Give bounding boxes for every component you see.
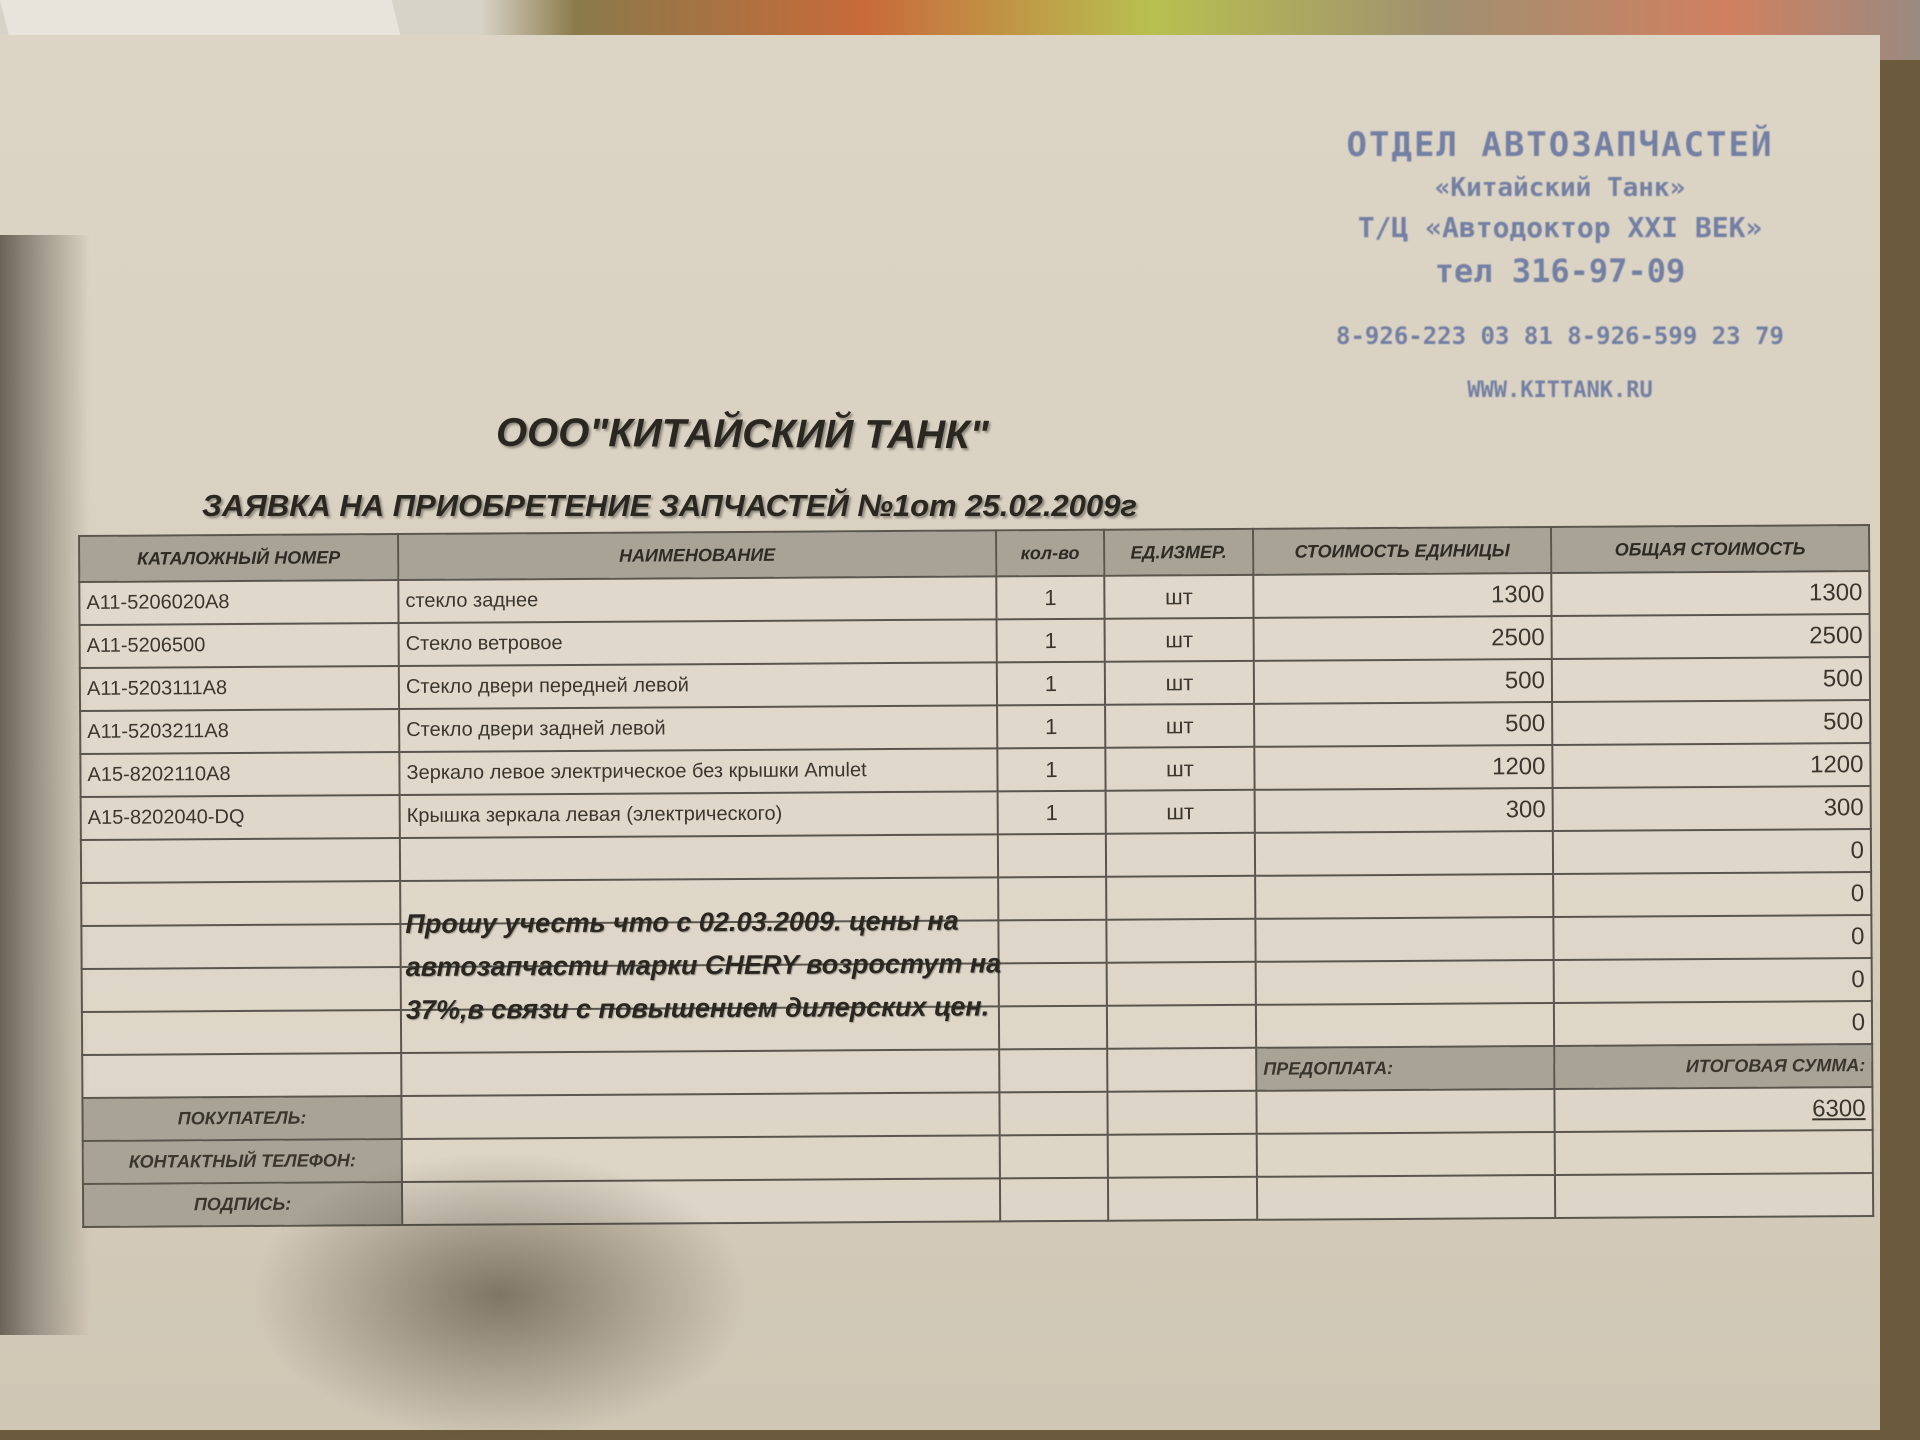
row-unit: шт (1105, 746, 1255, 791)
row-quantity: 1 (997, 747, 1106, 792)
row-total: 0 (1553, 872, 1872, 917)
price-increase-note: Прошу учесть что с 02.03.2009. цены на а… (405, 898, 1146, 1032)
row-name: стекло заднее (398, 576, 997, 624)
row-total: 1200 (1552, 743, 1871, 788)
buyer-label: ПОКУПАТЕЛЬ: (82, 1096, 402, 1141)
row-part-number: A15-8202040-DQ (80, 795, 400, 840)
stamp-line: 8-926-223 03 81 8-926-599 23 79 (1336, 322, 1784, 350)
row-name: Зеркало левое электрическое без крышки A… (399, 748, 998, 796)
stamp-line: тел 316-97-09 (1434, 252, 1686, 290)
row-unit: шт (1104, 617, 1254, 662)
row-quantity: 1 (997, 790, 1106, 835)
row-unit-price: 1200 (1254, 744, 1553, 790)
stamp-line: WWW.KITTANK.RU (1467, 378, 1653, 403)
header-unit: ЕД.ИЗМЕР. (1103, 528, 1254, 576)
grand-total-value: 6300 (1554, 1087, 1873, 1132)
paper-edge-shadow (0, 235, 90, 1335)
header-unit-price: СТОИМОСТЬ ЕДИНИЦЫ (1252, 527, 1552, 575)
row-name: Крышка зеркала левая (электрического) (399, 791, 998, 839)
row-unit-price: 500 (1253, 658, 1553, 704)
prepayment-label: ПРЕДОПЛАТА: (1256, 1045, 1555, 1091)
row-total: 500 (1552, 700, 1871, 745)
row-part-number: A11-5203211A8 (80, 709, 400, 754)
row-part-number: A11-5203111A8 (79, 666, 400, 711)
row-part-number: A11-5206500 (79, 623, 399, 668)
row-unit-price: 2500 (1253, 616, 1552, 661)
row-unit: шт (1105, 789, 1255, 834)
note-line: 37%,в связи с повышением дилерских цен. (405, 991, 990, 1026)
row-unit-price: 300 (1254, 787, 1553, 833)
row-total: 300 (1552, 786, 1871, 831)
header-part-number: КАТАЛОЖНЫЙ НОМЕР (79, 534, 399, 582)
header-total: ОБЩАЯ СТОИМОСТЬ (1550, 525, 1870, 574)
stamp-line: Т/Ц «Автодоктор XXI ВЕК» (1357, 211, 1763, 244)
document-subtitle: ЗАЯВКА НА ПРИОБРЕТЕНИЕ ЗАПЧАСТЕЙ №1от 25… (202, 488, 1137, 523)
row-unit-price: 500 (1254, 701, 1553, 747)
note-line: автозапчасти марки CHERY возростут на (405, 948, 1002, 983)
note-line: Прошу учесть что с 02.03.2009. цены на (405, 905, 959, 940)
row-total: 0 (1553, 1001, 1873, 1046)
row-part-number: A15-8202110A8 (80, 752, 400, 797)
row-name: Стекло двери передней левой (398, 662, 998, 710)
row-quantity: 1 (996, 618, 1105, 663)
order-table: КАТАЛОЖНЫЙ НОМЕР НАИМЕНОВАНИЕ кол-во ЕД.… (78, 524, 1875, 1228)
company-title: ООО"КИТАЙСКИЙ ТАНК" (495, 410, 989, 458)
row-quantity: 1 (996, 661, 1106, 706)
row-quantity: 1 (996, 575, 1105, 620)
hand-shadow (250, 1150, 750, 1440)
row-name: Стекло двери задней левой (399, 705, 998, 753)
company-stamp: ОТДЕЛ АВТОЗАПЧАСТЕЙ «Китайский Танк» Т/Ц… (1300, 125, 1820, 403)
row-name: Стекло ветровое (398, 619, 997, 667)
grand-total-label: ИТОГОВАЯ СУММА: (1554, 1044, 1873, 1089)
stamp-line: «Китайский Танк» (1434, 173, 1686, 203)
stamp-line: ОТДЕЛ АВТОЗАПЧАСТЕЙ (1346, 125, 1774, 165)
row-total: 1300 (1551, 571, 1870, 617)
row-quantity: 1 (997, 704, 1106, 749)
order-table-wrapper: КАТАЛОЖНЫЙ НОМЕР НАИМЕНОВАНИЕ кол-во ЕД.… (78, 524, 1875, 1228)
header-quantity: кол-во (995, 529, 1105, 577)
row-total: 0 (1552, 829, 1872, 874)
row-unit: шт (1105, 703, 1255, 748)
row-total: 2500 (1551, 614, 1870, 659)
row-total: 0 (1553, 958, 1872, 1003)
row-unit: шт (1104, 574, 1254, 619)
header-name: НАИМЕНОВАНИЕ (398, 530, 997, 581)
row-total: 500 (1551, 657, 1871, 702)
row-unit: шт (1104, 660, 1255, 705)
row-total: 0 (1553, 915, 1872, 960)
row-unit-price: 1300 (1253, 573, 1552, 618)
row-part-number: A11-5206020A8 (79, 580, 399, 625)
